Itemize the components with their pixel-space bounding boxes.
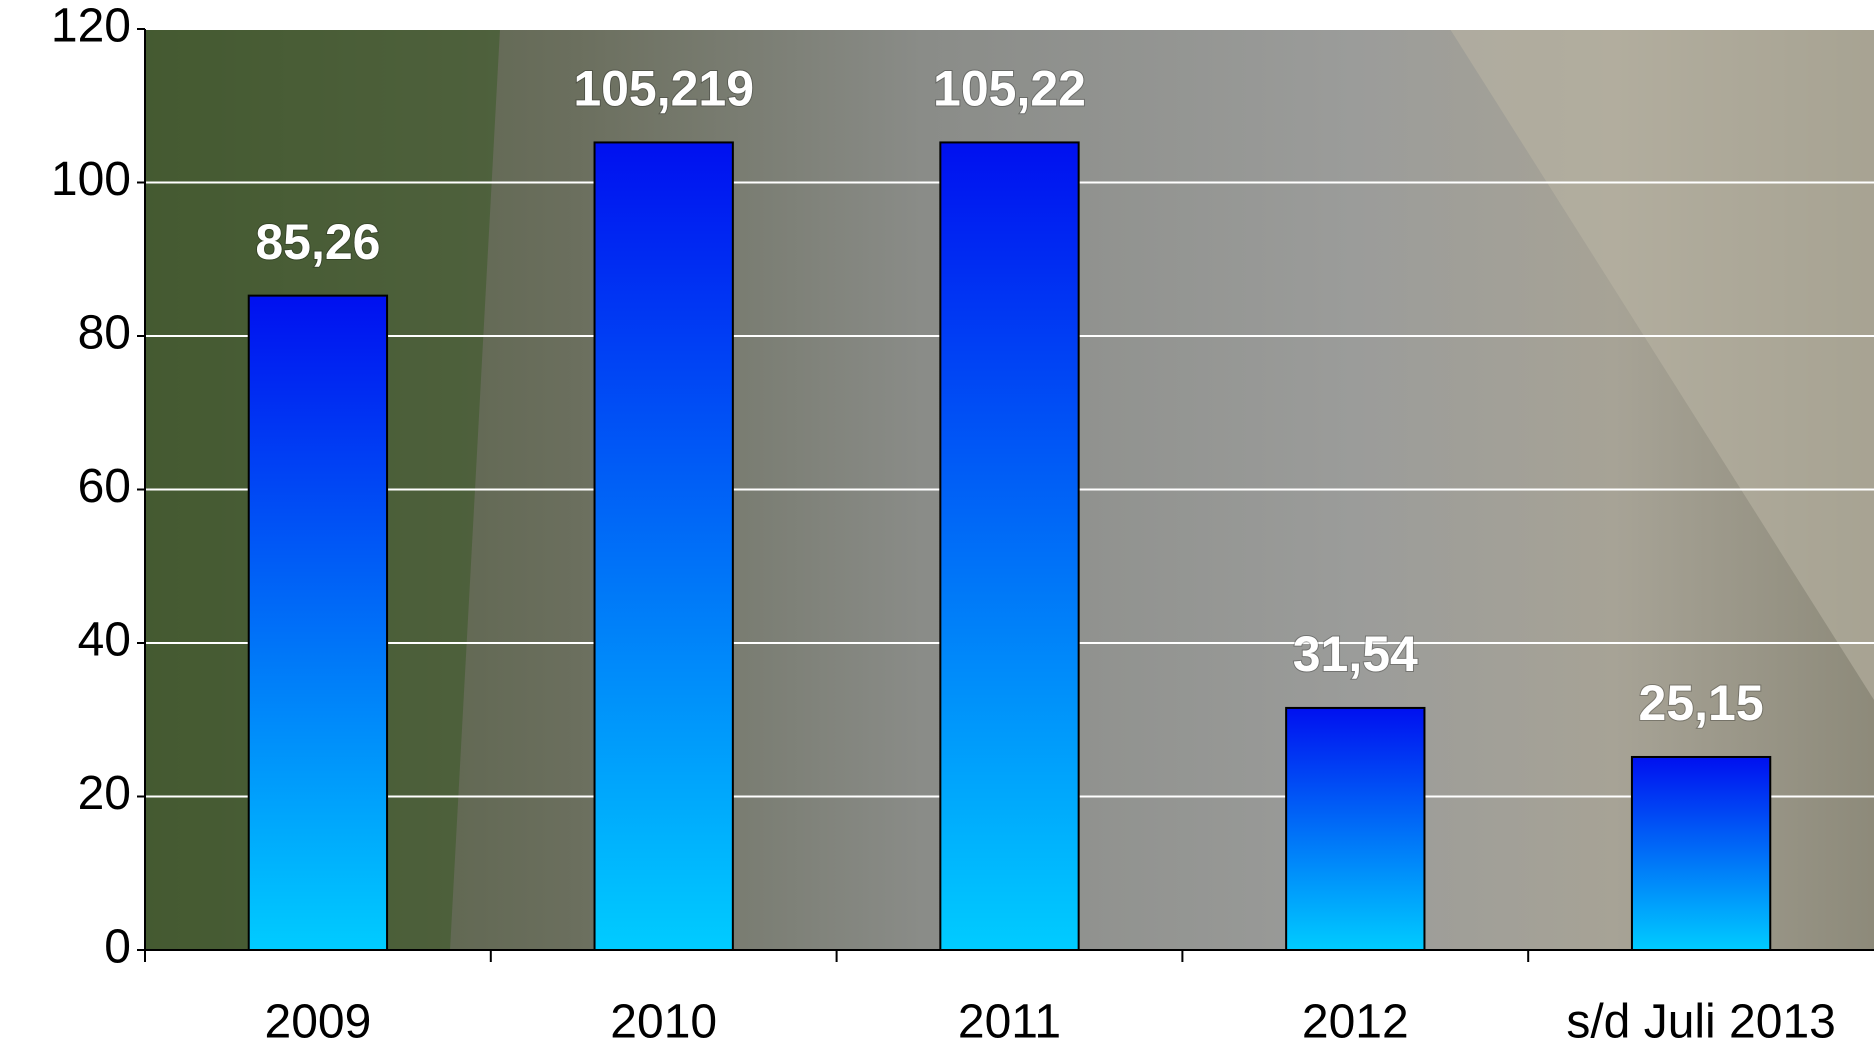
value-label: 105,22: [933, 61, 1086, 117]
x-tick-label: 2012: [1302, 996, 1409, 1047]
y-tick-label: 100: [51, 153, 131, 206]
x-tick-label: 2009: [265, 996, 372, 1047]
value-label: 85,26: [255, 214, 380, 270]
x-tick-label: 2010: [610, 996, 717, 1047]
x-tick-label: 2011: [958, 996, 1061, 1047]
y-tick-label: 120: [51, 0, 131, 53]
bar: [247, 294, 389, 951]
y-tick-label: 20: [78, 767, 131, 820]
bar: [593, 141, 734, 952]
bar: [1285, 706, 1426, 951]
y-tick-label: 60: [78, 460, 131, 513]
y-tick-label: 80: [78, 307, 131, 360]
buildings: [1450, 29, 1874, 700]
value-label: 105,219: [573, 61, 754, 117]
value-label: 31,54: [1293, 626, 1418, 682]
bar: [1630, 755, 1772, 951]
x-tick-label: s/d Juli 2013: [1566, 996, 1836, 1047]
y-tick-label: 40: [78, 614, 131, 667]
bar: [939, 141, 1080, 951]
y-tick-label: 0: [104, 921, 131, 974]
value-label: 25,15: [1639, 675, 1764, 731]
